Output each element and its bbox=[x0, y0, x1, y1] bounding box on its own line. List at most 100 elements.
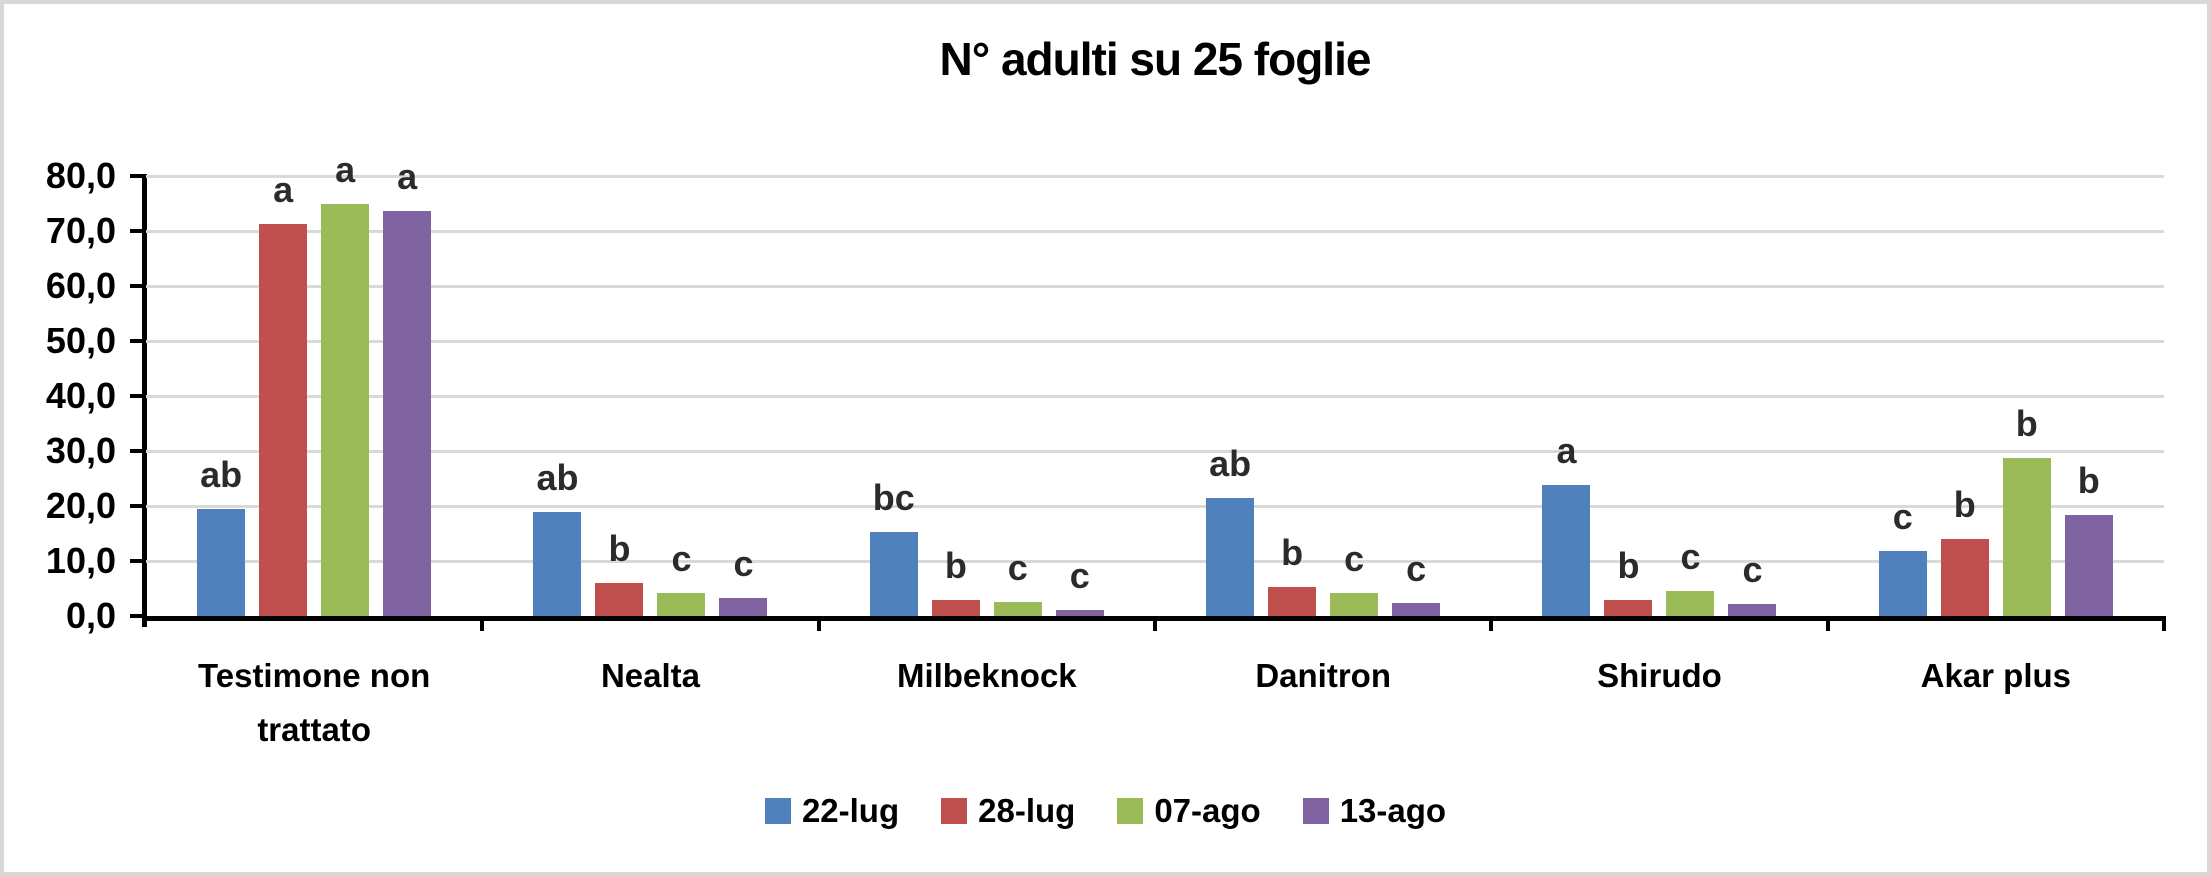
legend-label: 07-ago bbox=[1154, 792, 1261, 829]
x-tick-5 bbox=[1825, 616, 1830, 631]
legend-label: 22-lug bbox=[801, 792, 900, 829]
bar-22-lug: c bbox=[1878, 499, 1927, 616]
category-label: Milbeknock bbox=[819, 649, 1155, 758]
category-label: Nealta bbox=[482, 649, 818, 758]
x-tick-1 bbox=[480, 616, 485, 631]
legend-swatch-icon bbox=[1302, 797, 1329, 824]
bar-28-lug: b bbox=[1940, 487, 1989, 616]
significance-letter: b bbox=[1617, 545, 1640, 587]
legend-item-13-ago: 13-ago bbox=[1302, 792, 1447, 829]
category-label: Akar plus bbox=[1828, 649, 2164, 758]
bar-13-ago: a bbox=[383, 158, 432, 616]
x-axis-ticks bbox=[146, 616, 2166, 634]
bar-22-lug: ab bbox=[1206, 446, 1255, 616]
bar-22-lug: ab bbox=[533, 459, 582, 616]
gridline-70 bbox=[146, 230, 2164, 233]
plot-area: ab a a a ab b c c bc b c c ab b c c a b c c c b b b bbox=[146, 152, 2164, 621]
significance-letter: c bbox=[733, 543, 754, 585]
y-tick-10 bbox=[130, 559, 142, 563]
significance-letter: c bbox=[1680, 536, 1701, 578]
significance-letter: c bbox=[1742, 548, 1763, 590]
y-tick-label: 20,0 bbox=[45, 485, 116, 526]
category-label: Shirudo bbox=[1491, 649, 1827, 758]
significance-letter: a bbox=[335, 149, 356, 191]
category-label-text: Danitron bbox=[1255, 657, 1391, 694]
y-axis-line bbox=[142, 174, 147, 627]
y-tick-label: 60,0 bbox=[45, 265, 116, 306]
gridline-10 bbox=[146, 560, 2164, 563]
bar-groups: ab a a a ab b c c bc b c c ab b c c a b c c c b b b bbox=[146, 152, 2164, 616]
significance-letter: a bbox=[397, 155, 418, 197]
gridline-80 bbox=[146, 175, 2164, 178]
significance-letter: b bbox=[1953, 484, 1976, 525]
category-label-text: Nealta bbox=[600, 657, 701, 694]
significance-letter: c bbox=[1892, 496, 1913, 538]
legend-label: 28-lug bbox=[978, 792, 1076, 829]
gridline-30 bbox=[146, 450, 2164, 453]
bar-group-3: bc b c c bbox=[819, 176, 1155, 616]
y-tick-40 bbox=[130, 394, 142, 398]
gridline-50 bbox=[146, 340, 2164, 343]
gridline-60 bbox=[146, 285, 2164, 288]
significance-letter: c bbox=[1344, 537, 1365, 579]
bar-13-ago: c bbox=[1055, 557, 1104, 616]
significance-letter: ab bbox=[1209, 443, 1252, 485]
y-tick-20 bbox=[130, 504, 142, 508]
bar-07-ago: a bbox=[321, 152, 370, 616]
y-tick-70 bbox=[130, 229, 142, 233]
bar-22-lug: bc bbox=[869, 480, 918, 616]
significance-letter: a bbox=[273, 169, 294, 211]
x-tick-6 bbox=[2162, 616, 2166, 631]
x-axis-labels: Testimone non trattato Nealta Milbeknock Da… bbox=[146, 649, 2164, 758]
legend: 22-lug 28-lug 07-ago 13-ago bbox=[4, 794, 2207, 827]
y-tick-60 bbox=[130, 284, 142, 288]
y-tick-80 bbox=[130, 174, 142, 178]
bar-22-lug: a bbox=[1542, 433, 1591, 616]
legend-item-07-ago: 07-ago bbox=[1117, 792, 1261, 829]
y-tick-label: 30,0 bbox=[45, 430, 116, 471]
y-tick-label: 0,0 bbox=[65, 595, 116, 636]
y-tick-label: 70,0 bbox=[45, 210, 116, 251]
chart-title: N° adulti su 25 foglie bbox=[939, 33, 1372, 85]
significance-letter: c bbox=[1406, 547, 1427, 589]
y-tick-30 bbox=[130, 449, 142, 453]
category-label: Testimone non trattato bbox=[146, 649, 482, 758]
significance-letter: ab bbox=[200, 453, 243, 495]
bar-28-lug: a bbox=[259, 172, 308, 616]
legend-swatch-icon bbox=[1117, 797, 1144, 824]
significance-letter: b bbox=[2015, 403, 2038, 445]
bar-28-lug: b bbox=[1268, 535, 1317, 616]
bar-28-lug: b bbox=[595, 531, 644, 616]
bar-07-ago: b bbox=[2002, 406, 2051, 616]
significance-letter: c bbox=[671, 537, 692, 579]
significance-letter: a bbox=[1556, 430, 1577, 472]
significance-letter: b bbox=[608, 528, 631, 569]
bar-07-ago: c bbox=[657, 540, 706, 616]
significance-letter: ab bbox=[536, 456, 579, 498]
category-label-text: Testimone non trattato bbox=[198, 657, 431, 749]
y-tick-label: 50,0 bbox=[45, 320, 116, 361]
significance-letter: bc bbox=[872, 477, 915, 519]
bar-13-ago: c bbox=[1728, 551, 1777, 616]
legend-swatch-icon bbox=[941, 797, 968, 824]
x-tick-3 bbox=[1153, 616, 1157, 631]
x-tick-4 bbox=[1489, 616, 1494, 631]
gridlines bbox=[146, 175, 2164, 616]
bar-07-ago: c bbox=[993, 550, 1042, 616]
x-tick-2 bbox=[816, 616, 821, 631]
y-tick-label: 10,0 bbox=[45, 540, 116, 581]
bar-13-ago: c bbox=[719, 546, 768, 616]
bar-group-2: ab b c c bbox=[482, 176, 818, 616]
gridline-40 bbox=[146, 395, 2164, 398]
legend-item-22-lug: 22-lug bbox=[764, 792, 900, 829]
bar-22-lug: ab bbox=[197, 456, 246, 616]
category-label: Danitron bbox=[1155, 649, 1491, 758]
legend-label: 13-ago bbox=[1339, 792, 1447, 829]
category-label-text: Shirudo bbox=[1597, 657, 1722, 694]
significance-letter: b bbox=[2077, 459, 2100, 501]
category-label-text: Akar plus bbox=[1920, 657, 2071, 694]
significance-letter: c bbox=[1007, 547, 1028, 589]
